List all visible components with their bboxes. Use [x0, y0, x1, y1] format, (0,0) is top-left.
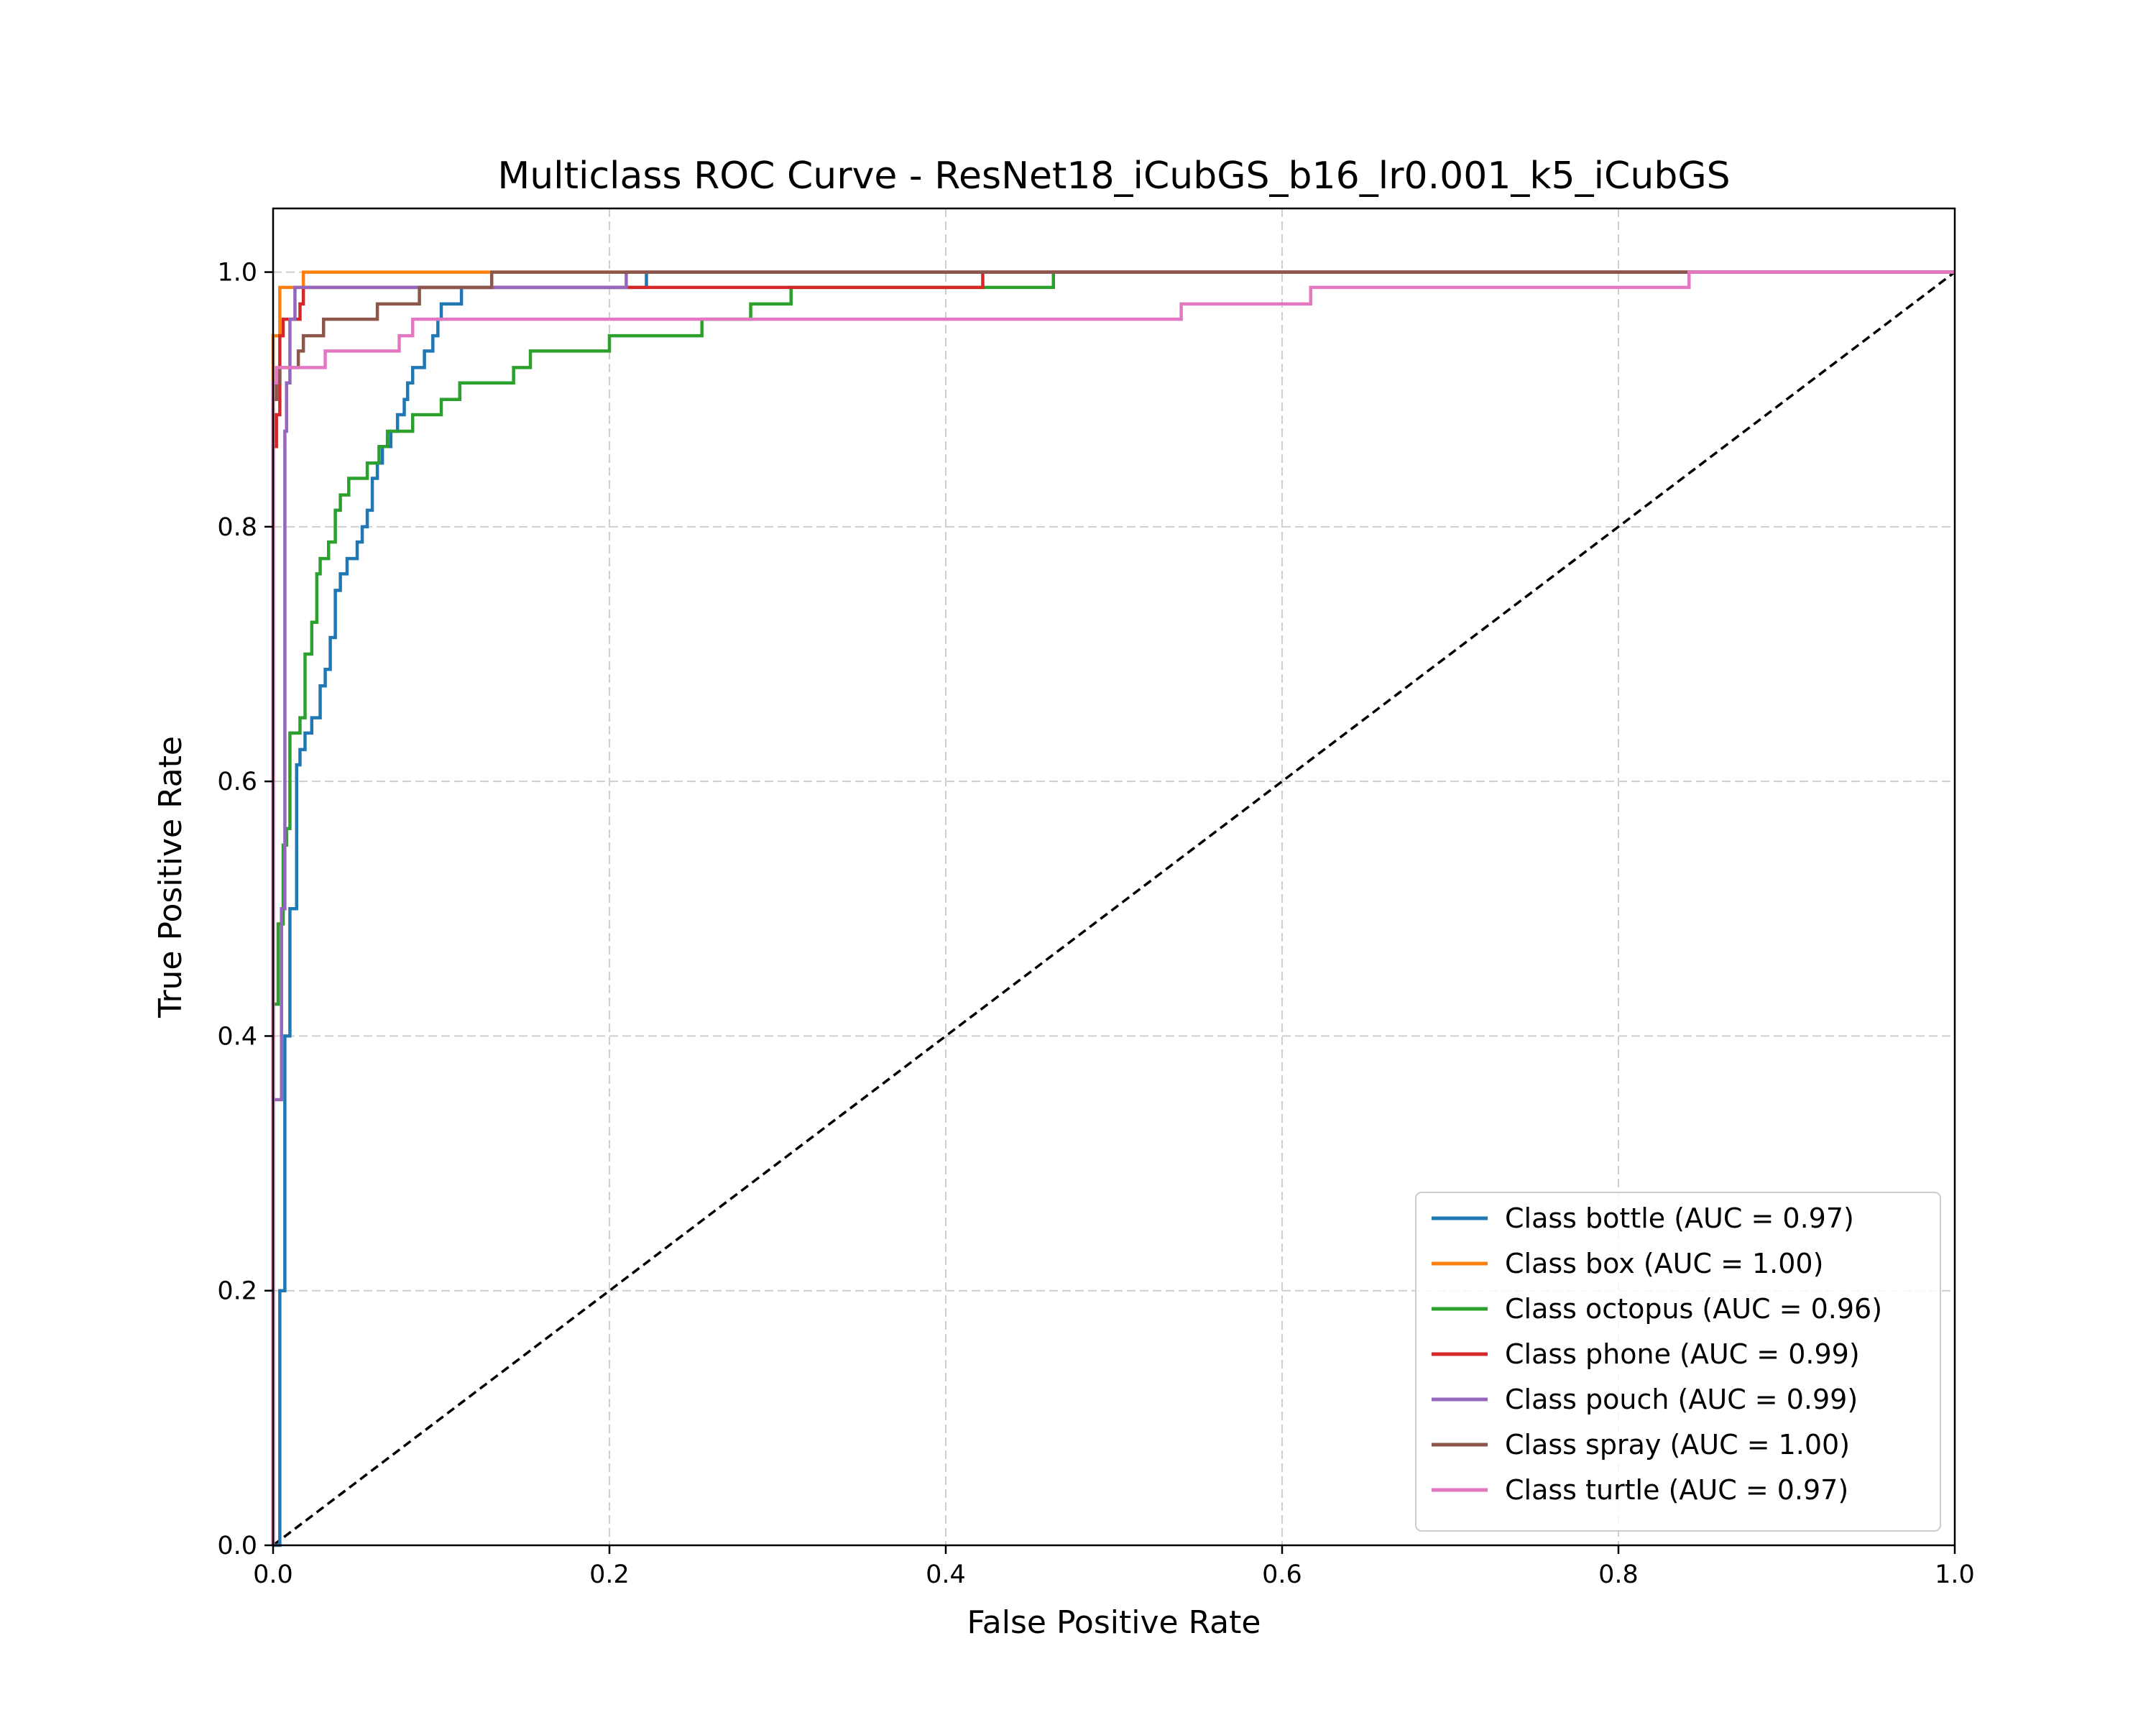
y-axis-ticks: 0.0 0.2 0.4 0.6 0.8 1.0	[217, 259, 273, 1560]
chance-diagonal	[272, 271, 1956, 1547]
series-line-6	[271, 270, 1955, 1545]
chart-title: Multiclass ROC Curve - ResNet18_iCubGS_b…	[497, 155, 1730, 198]
chance-diagonal-line	[272, 271, 1956, 1547]
x-tick-label: 1.0	[1935, 1560, 1975, 1589]
legend-label: Class spray (AUC = 1.00)	[1505, 1429, 1850, 1460]
x-axis-label: False Positive Rate	[967, 1604, 1261, 1641]
y-tick-label: 0.4	[217, 1022, 257, 1051]
x-tick-label: 0.6	[1262, 1560, 1302, 1589]
x-tick-label: 0.0	[253, 1560, 293, 1589]
legend-label: Class octopus (AUC = 0.96)	[1505, 1293, 1882, 1325]
y-tick-label: 0.2	[217, 1277, 257, 1306]
y-tick-label: 0.0	[217, 1532, 257, 1560]
legend-label: Class bottle (AUC = 0.97)	[1505, 1202, 1854, 1234]
y-axis-label: True Positive Rate	[152, 736, 189, 1018]
legend-box	[1415, 1192, 1941, 1532]
x-tick-label: 0.4	[926, 1560, 966, 1589]
series-line-0	[273, 270, 1955, 1547]
series-lines	[271, 270, 1955, 1547]
legend: Class bottle (AUC = 0.97) Class box (AUC …	[1415, 1192, 1941, 1532]
y-tick-label: 0.6	[217, 768, 257, 796]
x-axis-ticks: 0.0 0.2 0.4 0.6 0.8 1.0	[253, 1545, 1975, 1589]
series-line-2	[271, 270, 1955, 1545]
legend-label: Class phone (AUC = 0.99)	[1505, 1338, 1860, 1370]
legend-label: Class turtle (AUC = 0.97)	[1505, 1474, 1848, 1506]
legend-label: Class box (AUC = 1.00)	[1505, 1248, 1823, 1279]
y-tick-label: 1.0	[217, 259, 257, 288]
x-tick-label: 0.2	[589, 1560, 630, 1589]
x-tick-label: 0.8	[1598, 1560, 1639, 1589]
plot-frame	[272, 207, 1956, 1547]
y-tick-label: 0.8	[217, 513, 257, 542]
legend-label: Class pouch (AUC = 0.99)	[1505, 1384, 1858, 1415]
